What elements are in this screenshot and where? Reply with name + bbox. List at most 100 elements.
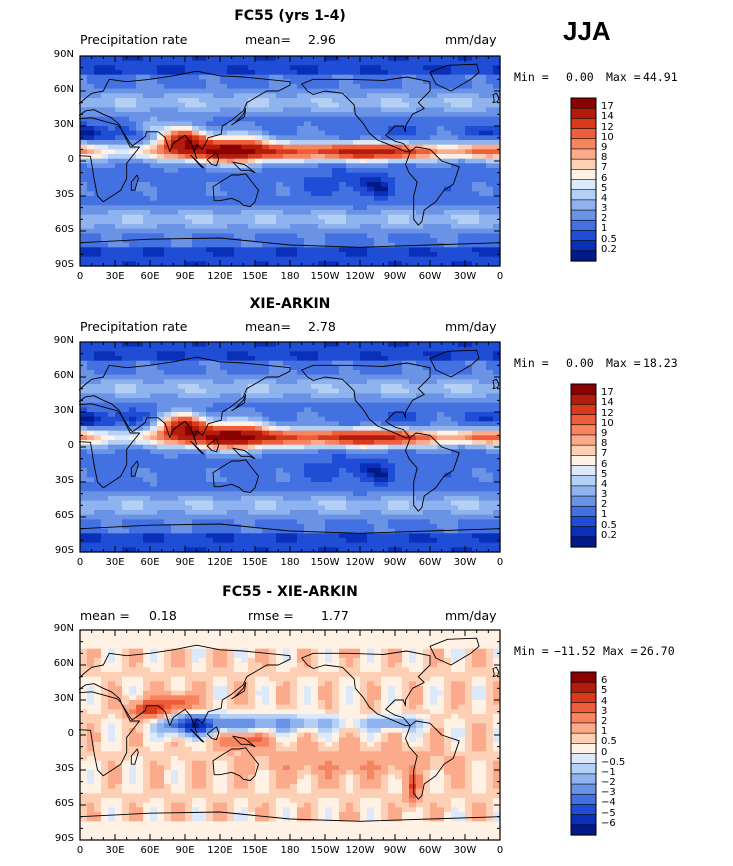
field-cell — [185, 351, 193, 357]
field-cell — [458, 60, 466, 66]
field-cell — [206, 449, 214, 455]
field-cell — [80, 412, 88, 418]
field-cell — [157, 56, 165, 62]
field-cell — [311, 468, 319, 474]
field-cell — [472, 214, 480, 220]
field-cell — [164, 477, 172, 483]
field-cell — [430, 154, 438, 160]
field-cell — [234, 214, 242, 220]
field-cell — [290, 482, 298, 488]
field-cell — [409, 177, 417, 183]
field-cell — [451, 398, 459, 404]
field-cell — [388, 454, 396, 460]
field-cell — [143, 210, 151, 216]
field-cell — [493, 98, 501, 104]
field-cell — [136, 154, 144, 160]
field-cell — [297, 458, 305, 464]
field-cell — [353, 468, 361, 474]
field-cell — [437, 482, 445, 488]
field-cell — [269, 135, 277, 141]
field-cell — [171, 144, 179, 150]
field-cell — [157, 93, 165, 99]
field-cell — [311, 224, 319, 230]
field-cell — [171, 121, 179, 127]
field-cell — [185, 510, 193, 516]
field-cell — [136, 351, 144, 357]
field-cell — [178, 416, 186, 422]
field-cell — [115, 384, 123, 390]
field-cell — [108, 233, 116, 239]
field-cell — [199, 98, 207, 104]
field-cell — [157, 228, 165, 234]
field-cell — [129, 112, 137, 118]
field-cell — [346, 458, 354, 464]
field-cell — [297, 98, 305, 104]
field-cell — [374, 168, 382, 174]
field-cell — [87, 510, 95, 516]
field-cell — [395, 56, 403, 62]
field-cell — [402, 393, 410, 399]
field-cell — [444, 486, 452, 492]
field-cell — [276, 351, 284, 357]
field-cell — [325, 196, 333, 202]
min-label: Min = — [514, 356, 549, 370]
field-cell — [178, 168, 186, 174]
field-cell — [171, 126, 179, 132]
field-cell — [164, 247, 172, 253]
field-cell — [409, 426, 417, 432]
field-cell — [318, 228, 326, 234]
field-cell — [332, 426, 340, 432]
colorbar-label: 1 — [601, 223, 608, 235]
field-cell — [129, 182, 137, 188]
field-cell — [80, 430, 88, 436]
field-cell — [115, 70, 123, 76]
field-cell — [150, 393, 158, 399]
field-cell — [87, 454, 95, 460]
field-cell — [192, 74, 200, 80]
field-cell — [206, 116, 214, 122]
field-cell — [269, 500, 277, 506]
field-cell — [430, 342, 438, 348]
field-cell — [157, 379, 165, 385]
field-cell — [346, 154, 354, 160]
x-tick-label: 180 — [280, 271, 300, 282]
field-cell — [374, 351, 382, 357]
field-cell — [227, 261, 235, 267]
field-cell — [276, 191, 284, 197]
field-cell — [157, 435, 165, 441]
field-cell — [297, 393, 305, 399]
field-cell — [150, 191, 158, 197]
field-cell — [325, 107, 333, 113]
field-cell — [157, 421, 165, 427]
field-cell — [206, 182, 214, 188]
field-cell — [479, 500, 487, 506]
field-cell — [164, 440, 172, 446]
field-cell — [486, 500, 494, 506]
field-cell — [402, 60, 410, 66]
field-cell — [493, 407, 501, 413]
field-cell — [213, 233, 221, 239]
field-cell — [171, 374, 179, 380]
field-cell — [374, 233, 382, 239]
field-cell — [318, 168, 326, 174]
field-cell — [122, 505, 130, 511]
field-cell — [472, 351, 480, 357]
field-cell — [157, 416, 165, 422]
field-cell — [94, 444, 102, 450]
field-cell — [122, 356, 130, 362]
field-cell — [444, 205, 452, 211]
field-cell — [458, 491, 466, 497]
field-cell — [381, 388, 389, 394]
field-cell — [143, 205, 151, 211]
field-cell — [87, 172, 95, 178]
field-cell — [185, 384, 193, 390]
field-cell — [108, 219, 116, 225]
field-cell — [108, 500, 116, 506]
field-cell — [444, 482, 452, 488]
field-cell — [437, 440, 445, 446]
field-cell — [241, 510, 249, 516]
field-cell — [339, 430, 347, 436]
field-cell — [290, 500, 298, 506]
field-cell — [318, 196, 326, 202]
field-cell — [395, 500, 403, 506]
